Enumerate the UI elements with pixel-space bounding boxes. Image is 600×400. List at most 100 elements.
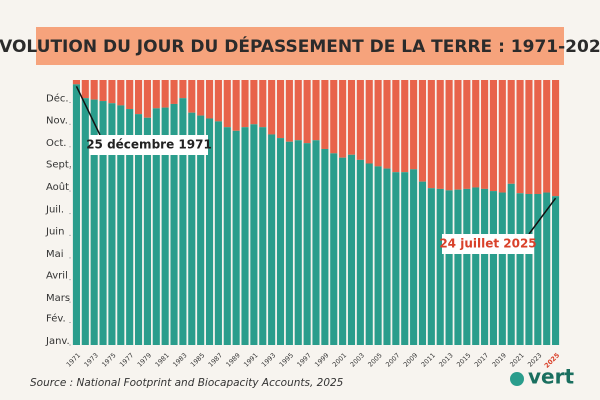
x-tick-label: 1973 — [82, 351, 99, 368]
annotation-arrow — [528, 197, 557, 235]
remainder-bar — [90, 80, 98, 100]
remainder-bar — [108, 80, 116, 104]
bar — [454, 189, 462, 345]
logo: vert — [528, 365, 574, 389]
remainder-bar — [72, 80, 80, 85]
bar — [410, 169, 418, 345]
remainder-bar — [303, 80, 311, 144]
remainder-bar — [312, 80, 320, 141]
remainder-bar — [214, 80, 222, 122]
bar — [197, 115, 205, 345]
remainder-bar — [179, 80, 187, 99]
y-tick-label: Mai — [46, 249, 64, 260]
annotation: 25 décembre 1971 — [86, 138, 212, 152]
remainder-bar — [170, 80, 178, 104]
remainder-bar — [143, 80, 151, 118]
y-tick-label: Juil. — [45, 205, 64, 216]
remainder-bar — [454, 80, 462, 190]
bar — [72, 84, 80, 345]
bar — [347, 154, 356, 345]
remainder-bar — [188, 80, 196, 113]
remainder-bar — [525, 80, 533, 194]
bar — [525, 193, 533, 345]
remainder-bar — [463, 80, 471, 189]
bar — [463, 188, 471, 345]
remainder-bar — [294, 80, 302, 141]
remainder-bar — [481, 80, 489, 189]
remainder-bar — [241, 80, 249, 128]
bar — [356, 159, 364, 345]
bar — [418, 181, 427, 345]
bar — [250, 124, 258, 345]
source: Source : National Footprint and Biocapac… — [30, 377, 344, 389]
remainder-bar — [134, 80, 143, 115]
bar — [516, 193, 524, 345]
remainder-bar — [489, 80, 498, 192]
title-band — [36, 27, 564, 65]
remainder-bar — [552, 80, 560, 197]
bar — [498, 192, 506, 345]
x-tick-label: 1983 — [171, 351, 188, 368]
remainder-bar — [427, 80, 435, 189]
bar — [99, 101, 107, 345]
x-tick-label: 1989 — [224, 351, 241, 368]
bar — [436, 188, 444, 345]
bar — [365, 163, 373, 345]
bar — [152, 108, 160, 346]
remainder-bar — [392, 80, 400, 173]
y-tick-label: Juin — [45, 226, 64, 237]
bar — [232, 130, 240, 345]
x-tick-label: 1997 — [295, 351, 312, 368]
bar — [126, 109, 134, 345]
annotation-box — [90, 135, 208, 155]
remainder-bar — [223, 80, 231, 128]
annotation: 24 juillet 2025 — [439, 237, 536, 251]
bar — [285, 141, 293, 345]
remainder-bar — [126, 80, 134, 110]
bar — [374, 166, 382, 345]
x-tick-label: 2007 — [384, 351, 401, 368]
bar — [161, 107, 169, 345]
bar — [321, 148, 329, 345]
remainder-bar — [418, 80, 427, 182]
bar — [312, 140, 320, 345]
remainder-bar — [285, 80, 293, 142]
x-tick-label: 1979 — [136, 351, 153, 368]
remainder-bar — [543, 80, 551, 193]
bar — [170, 103, 178, 346]
y-tick-label: Nov. — [46, 115, 68, 126]
x-tick-label: 2017 — [473, 351, 490, 368]
bar — [339, 157, 347, 345]
y-tick-label: Août — [46, 181, 69, 193]
bar — [427, 188, 435, 345]
bar — [214, 121, 222, 345]
y-tick-label: Avril — [46, 271, 68, 282]
bar — [90, 99, 98, 345]
bar — [383, 168, 391, 345]
remainder-bar — [445, 80, 453, 191]
bar — [401, 172, 409, 345]
x-tick-label: 2015 — [455, 351, 472, 368]
bar — [392, 172, 400, 345]
y-tick-label: Déc. — [46, 93, 69, 105]
y-tick-label: Mars — [46, 293, 70, 304]
y-tick-label: Janv. — [45, 336, 70, 347]
x-tick-label: 1985 — [189, 351, 206, 368]
remainder-bar — [498, 80, 506, 193]
bar — [552, 196, 560, 345]
remainder-bar — [330, 80, 338, 154]
bar — [259, 127, 267, 346]
bar — [223, 127, 231, 346]
x-tick-label: 1999 — [313, 351, 330, 368]
bar — [241, 127, 249, 346]
bar — [205, 118, 214, 345]
y-tick-label: Fév. — [46, 312, 66, 324]
bar — [268, 134, 276, 345]
x-tick-label: 2021 — [508, 351, 525, 368]
remainder-bar — [161, 80, 169, 108]
remainder-bar — [347, 80, 356, 155]
x-tick-label: 2019 — [491, 351, 508, 368]
bar — [330, 153, 338, 345]
remainder-bar — [276, 80, 285, 139]
